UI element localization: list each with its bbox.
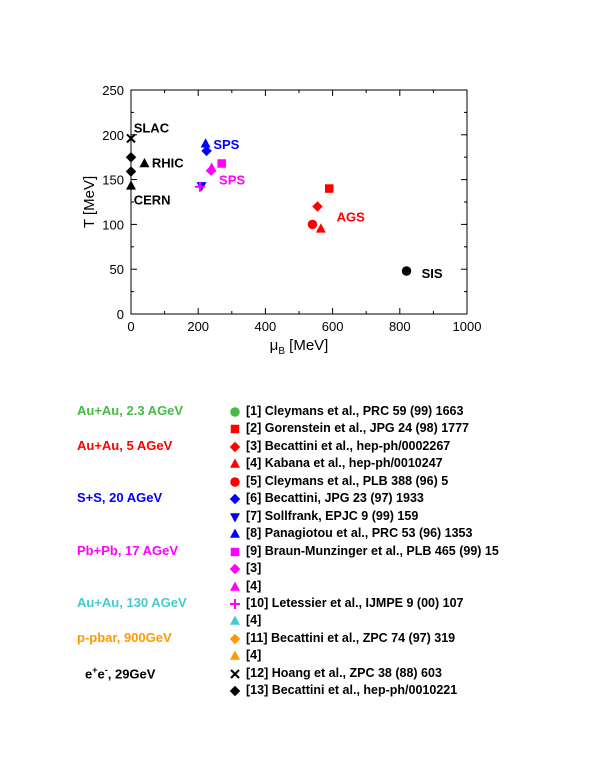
point-annotation: CERN [134, 192, 171, 207]
y-tick-label: 250 [102, 83, 124, 98]
legend-entry-label: [12] Hoang et al., ZPC 38 (88) 603 [246, 666, 442, 681]
data-point [126, 152, 137, 163]
y-tick-label: 50 [110, 262, 124, 277]
diamond-marker-icon [228, 440, 242, 454]
x-tick-label: 400 [255, 319, 277, 334]
legend-marker [230, 599, 240, 609]
legend-entry-label: [7] Sollfrank, EPJC 9 (99) 159 [246, 509, 418, 524]
point-annotation: AGS [337, 209, 366, 224]
triangle-up-marker-icon [228, 580, 242, 594]
diamond-marker-icon [228, 562, 242, 576]
legend-entry-label: [9] Braun-Munzinger et al., PLB 465 (99)… [246, 544, 499, 559]
y-axis-label: T [MeV] [81, 176, 98, 228]
legend-marker [230, 651, 240, 660]
plot-frame [131, 90, 467, 314]
y-tick-label: 200 [102, 128, 124, 143]
legend-entry-label: [13] Becattini et al., hep-ph/0010221 [246, 683, 457, 698]
legend-marker [230, 634, 241, 645]
data-point [308, 220, 318, 230]
y-tick-label: 0 [117, 307, 124, 322]
diamond-marker-icon [228, 492, 242, 506]
x-tick-label: 600 [322, 319, 344, 334]
triangle-down-marker-icon [228, 510, 242, 524]
legend-marker [231, 670, 239, 678]
point-annotation: RHIC [152, 156, 184, 171]
square-marker-icon [228, 545, 242, 559]
triangle-up-marker-icon [228, 457, 242, 471]
legend-marker [230, 477, 240, 487]
triangle-up-marker-icon [228, 614, 242, 628]
y-tick-label: 150 [102, 173, 124, 188]
data-point [316, 223, 326, 232]
data-point [126, 180, 136, 189]
legend-marker [230, 442, 241, 453]
plus-marker-icon [228, 597, 242, 611]
legend-group-label: Au+Au, 130 AGeV [77, 595, 187, 610]
legend-group-label: Pb+Pb, 17 AGeV [77, 543, 178, 558]
point-annotation: SLAC [134, 121, 170, 136]
data-point [139, 158, 149, 167]
scatter-chart: 0 200 400 600 800 1000 0 50 100 150 200 250 μB [MeV]… [0, 0, 599, 400]
y-tick-label: 100 [102, 217, 124, 232]
x-tick-label: 1000 [453, 319, 482, 334]
legend-entry-label: [4] [246, 613, 261, 628]
legend-marker [230, 407, 240, 417]
legend-marker [230, 529, 240, 538]
x-tick-label: 800 [389, 319, 411, 334]
legend-group-label: Au+Au, 2.3 AGeV [77, 403, 183, 418]
legend-marker [230, 564, 241, 575]
legend-entry-label: [4] [246, 579, 261, 594]
data-point [217, 159, 226, 168]
diamond-marker-icon [228, 684, 242, 698]
square-marker-icon [228, 422, 242, 436]
data-point [126, 166, 137, 177]
legend-marker [230, 686, 241, 697]
circle-marker-icon [228, 475, 242, 489]
x-tick-label: 0 [127, 319, 134, 334]
legend-group-label: e+e-, 29GeV [85, 665, 155, 681]
point-annotation: SPS [213, 137, 239, 152]
legend-entry-label: [3] [246, 561, 261, 576]
legend-marker [230, 616, 240, 625]
legend-entry-label: [5] Cleymans et al., PLB 388 (96) 5 [246, 474, 448, 489]
legend-entry-label: [1] Cleymans et al., PRC 59 (99) 1663 [246, 404, 463, 419]
legend-entry-label: [4] Kabana et al., hep-ph/0010247 [246, 456, 443, 471]
annotations-group: SLAC RHIC CERN SPS SPS AGS SIS [134, 121, 443, 281]
legend-marker [231, 547, 240, 556]
legend-group-label: Au+Au, 5 AGeV [77, 438, 172, 453]
point-annotation: SIS [422, 266, 443, 281]
legend-group-label: S+S, 20 AGeV [77, 490, 162, 505]
legend-entry-label: [3] Becattini et al., hep-ph/0002267 [246, 439, 450, 454]
cross-marker-icon [228, 667, 242, 681]
triangle-up-marker-icon [228, 527, 242, 541]
legend-entry-label: [10] Letessier et al., IJMPE 9 (00) 107 [246, 596, 463, 611]
legend-entry-label: [6] Becattini, JPG 23 (97) 1933 [246, 491, 424, 506]
legend-entry-label: [8] Panagiotou et al., PRC 53 (96) 1353 [246, 526, 472, 541]
legend-marker [230, 459, 240, 468]
triangle-up-marker-icon [228, 649, 242, 663]
data-point [402, 266, 412, 276]
diamond-marker-icon [228, 632, 242, 646]
legend-marker [230, 513, 240, 522]
data-point [325, 184, 334, 193]
data-point [312, 201, 323, 212]
legend-entry-label: [4] [246, 648, 261, 663]
point-annotation: SPS [219, 173, 245, 188]
x-axis-label: μB [MeV] [270, 337, 329, 357]
circle-marker-icon [228, 405, 242, 419]
data-point [207, 162, 217, 171]
legend-marker [230, 581, 240, 590]
legend-group-label: p-pbar, 900GeV [77, 630, 172, 645]
x-tick-label: 200 [187, 319, 209, 334]
legend-entry-label: [11] Becattini et al., ZPC 74 (97) 319 [246, 631, 455, 646]
legend-marker [231, 425, 240, 434]
legend-entry-label: [2] Gorenstein et al., JPG 24 (98) 1777 [246, 421, 469, 436]
legend-marker [230, 494, 241, 505]
data-point [201, 138, 211, 147]
